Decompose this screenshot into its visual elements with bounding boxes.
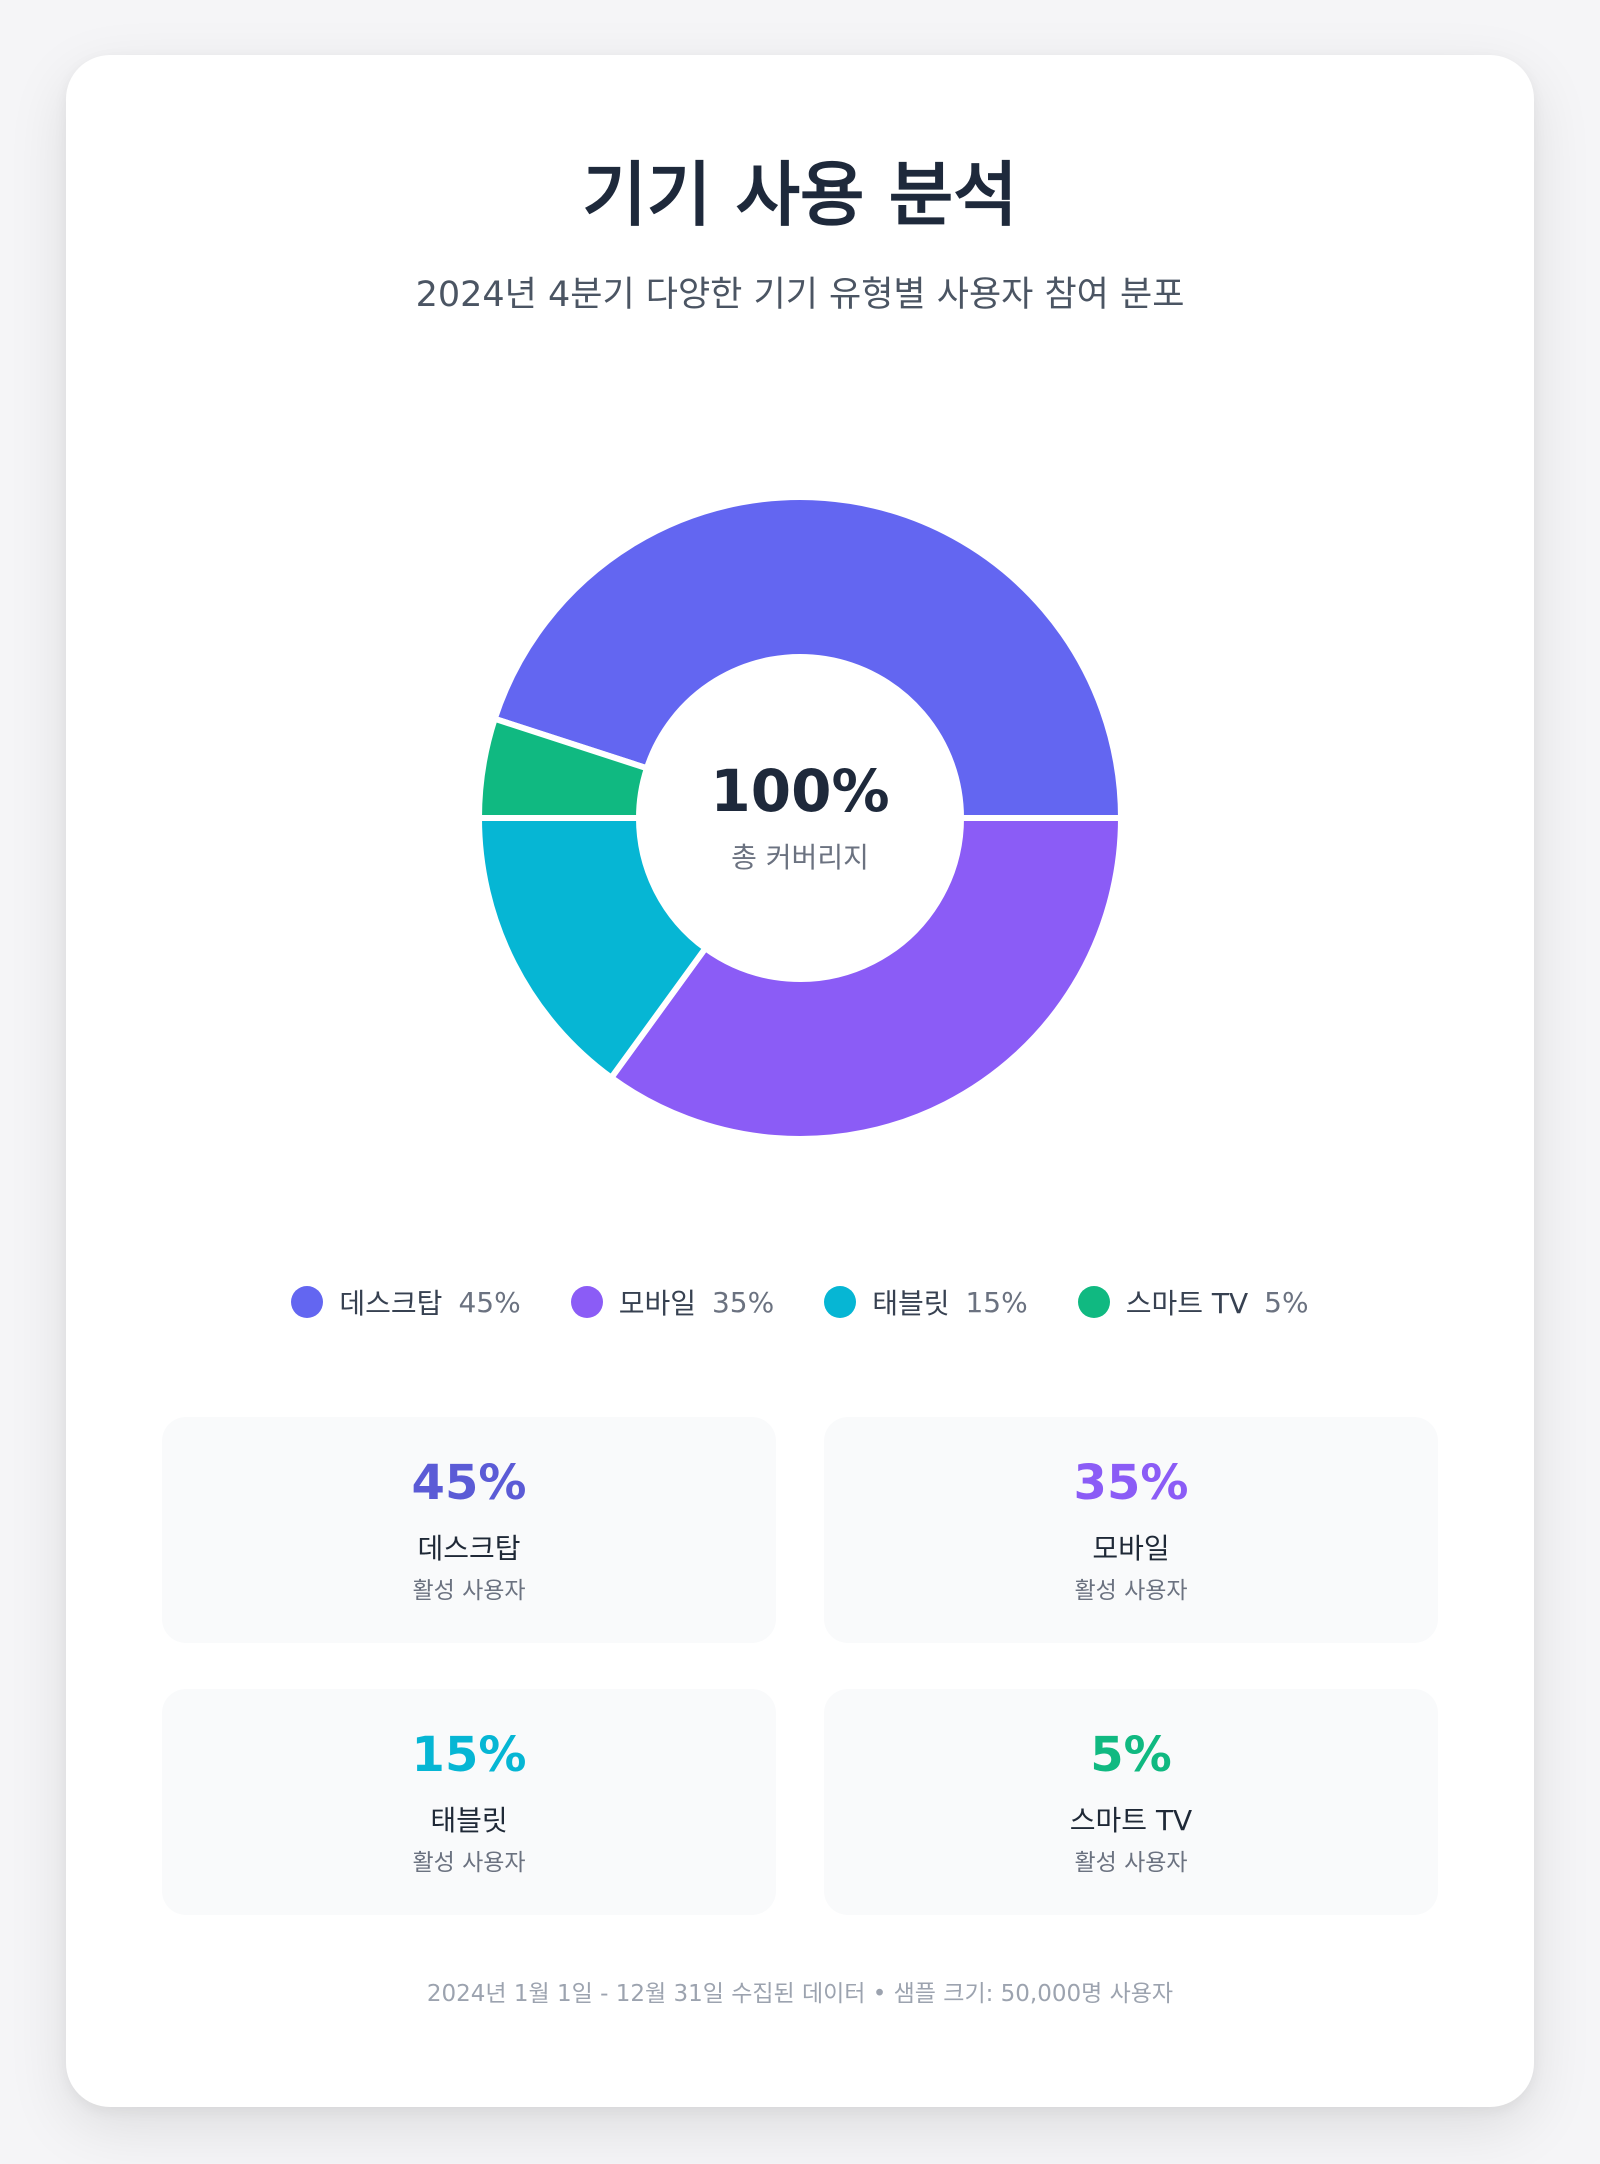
stat-subtitle: 활성 사용자 <box>412 1850 526 1876</box>
legend-label: 태블릿 <box>872 1287 950 1320</box>
legend-percent: 5% <box>1264 1285 1309 1319</box>
stat-subtitle: 활성 사용자 <box>412 1578 526 1604</box>
legend-label: 스마트 TV <box>1125 1287 1249 1320</box>
stat-name: 스마트 TV <box>1069 1804 1193 1837</box>
legend-label: 데스크탑 <box>339 1287 443 1320</box>
chart-subtitle: 2024년 4분기 다양한 기기 유형별 사용자 참여 분포 <box>415 275 1185 315</box>
legend-item-desktop: 데스크탑 45% <box>291 1282 521 1322</box>
legend-swatch <box>291 1286 324 1318</box>
legend-percent: 45% <box>458 1285 521 1319</box>
slice-mobile <box>608 815 1124 1142</box>
slice-tablet <box>476 815 709 1081</box>
stat-value: 15% <box>411 1727 527 1783</box>
legend-item-tablet: 태블릿 15% <box>824 1282 1028 1322</box>
footer-note: 2024년 1월 1일 - 12월 31일 수집된 데이터 • 샘플 크기: 5… <box>426 1981 1174 2007</box>
slice-smart-tv <box>476 715 650 821</box>
stat-card-smart-tv: 5% 스마트 TV 활성 사용자 <box>824 1689 1438 1915</box>
stat-value: 45% <box>411 1455 527 1511</box>
legend-item-mobile: 모바일 35% <box>570 1282 775 1322</box>
legend-swatch <box>824 1286 857 1318</box>
stat-card-mobile: 35% 모바일 활성 사용자 <box>824 1417 1438 1643</box>
stat-card-tablet: 15% 태블릿 활성 사용자 <box>162 1689 776 1915</box>
legend-percent: 35% <box>711 1285 775 1319</box>
center-total-label: 총 커버리지 <box>731 841 869 874</box>
slice-desktop <box>491 494 1124 821</box>
legend-item-smart-tv: 스마트 TV 5% <box>1077 1282 1309 1322</box>
donut-chart <box>476 494 1124 1142</box>
stat-value: 5% <box>1090 1727 1172 1783</box>
legend-label: 모바일 <box>618 1287 696 1320</box>
chart-title: 기기 사용 분석 <box>582 154 1018 236</box>
stat-name: 모바일 <box>1092 1532 1170 1565</box>
stat-name: 데스크탑 <box>417 1532 521 1565</box>
legend-swatch <box>1077 1286 1110 1318</box>
stat-value: 35% <box>1073 1455 1189 1511</box>
chart-legend: 데스크탑 45% 모바일 35% 태블릿 15% 스마트 TV 5% <box>0 1280 1600 1324</box>
stat-subtitle: 활성 사용자 <box>1074 1850 1188 1876</box>
legend-swatch <box>570 1286 603 1318</box>
stat-card-desktop: 45% 데스크탑 활성 사용자 <box>162 1417 776 1643</box>
stat-subtitle: 활성 사용자 <box>1074 1578 1188 1604</box>
stat-name: 태블릿 <box>430 1804 508 1837</box>
legend-percent: 15% <box>965 1285 1028 1319</box>
center-total-value: 100% <box>710 757 890 825</box>
